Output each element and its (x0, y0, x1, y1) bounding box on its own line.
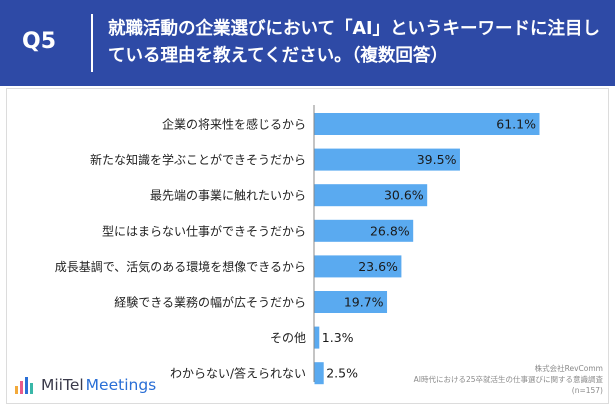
value-label: 61.1% (496, 117, 536, 132)
category-label: 型にはまらない仕事ができそうだから (102, 223, 306, 238)
category-label: 成長基調で、活気のある環境を想像できるから (55, 259, 306, 274)
bar (314, 113, 540, 135)
bar (314, 326, 320, 349)
category-label: その他 (270, 331, 306, 345)
chart-title: 就職活動の企業選びにおいて「AI」というキーワードに注目している理由を教えてくだ… (108, 19, 601, 66)
chart-panel (6, 88, 609, 404)
bar (314, 148, 460, 171)
bar (314, 255, 402, 278)
source-sample-size: (n=157) (571, 386, 603, 395)
source-note: 株式会社RevComm AI時代における25卒就活生の仕事選びに関する意識調査 … (414, 363, 603, 396)
source-company: 株式会社RevComm (534, 364, 603, 373)
logo-text-miitel: MiiTel (41, 376, 84, 394)
bar (314, 219, 414, 242)
bar (314, 184, 428, 207)
value-label: 2.5% (326, 366, 358, 381)
value-label: 39.5% (417, 152, 457, 167)
value-label: 23.6% (358, 259, 398, 274)
value-label: 30.6% (384, 188, 424, 203)
value-label: 26.8% (370, 223, 410, 238)
logo-text-meetings: Meetings (85, 376, 157, 394)
category-label: 企業の将来性を感じるから (162, 117, 306, 132)
source-survey: AI時代における25卒就活生の仕事選びに関する意識調査 (413, 375, 603, 384)
category-label: 最先端の事業に触れたいから (150, 189, 306, 203)
header-divider (91, 14, 93, 72)
question-number: Q5 (22, 29, 57, 54)
category-label: 経験できる業務の幅が広そうだから (114, 295, 306, 310)
miitel-logo-icon (15, 377, 33, 394)
company-logo: MiiTel Meetings (14, 374, 156, 396)
value-label: 19.7% (344, 295, 384, 310)
bar (314, 362, 324, 385)
bar (314, 291, 388, 313)
category-label: わからない/答えられない (170, 366, 306, 381)
header-banner: Q5 就職活動の企業選びにおいて「AI」というキーワードに注目している理由を教え… (0, 0, 615, 86)
value-label: 1.3% (322, 330, 354, 345)
category-label: 新たな知識を学ぶことができそうだから (90, 152, 306, 167)
